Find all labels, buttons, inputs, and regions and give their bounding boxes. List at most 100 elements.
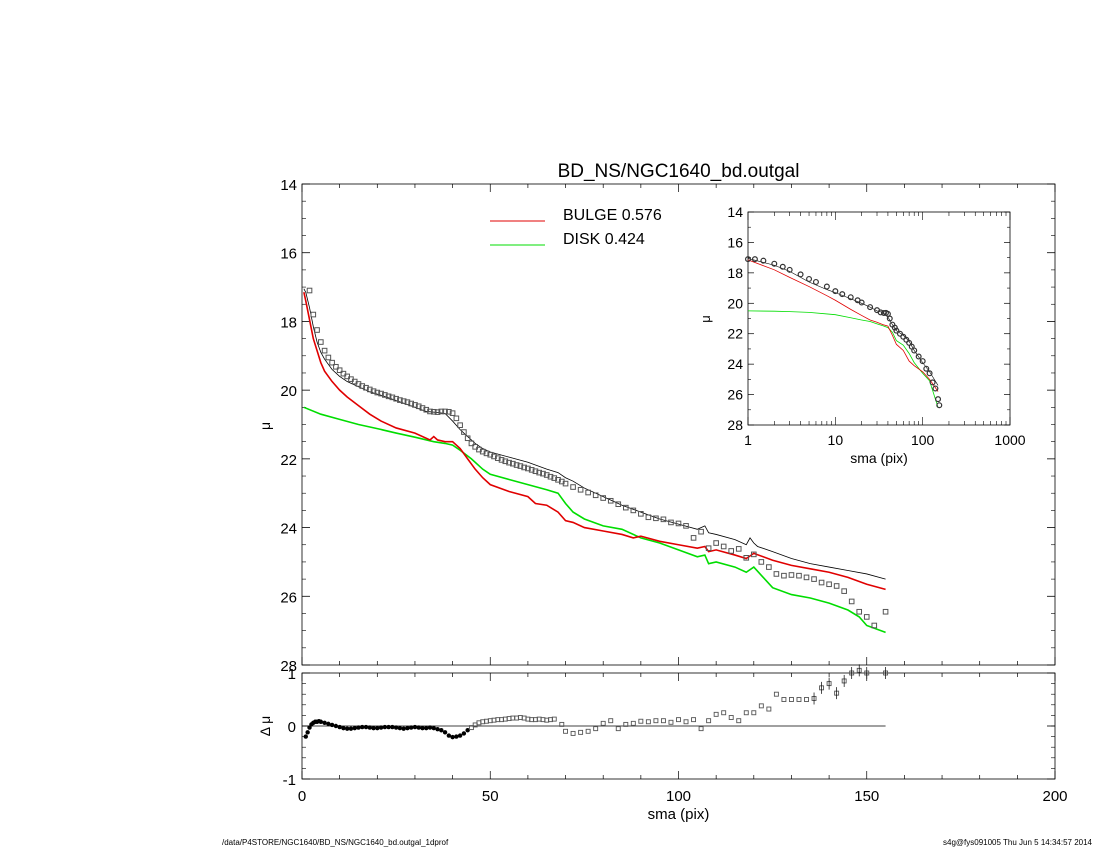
data-point-marker	[585, 489, 591, 496]
inset-data-marker	[779, 263, 786, 270]
main-y-axis-label: μ	[257, 422, 273, 430]
residual-point-marker	[653, 718, 659, 724]
x-axis-label: sma (pix)	[648, 806, 710, 823]
residual-point-marker	[427, 725, 433, 730]
data-point-marker	[333, 363, 339, 370]
data-point-marker	[592, 492, 599, 499]
data-point-marker	[645, 514, 652, 521]
data-point-marker	[638, 511, 644, 517]
residual-point-marker	[623, 721, 629, 727]
data-point-marker	[479, 448, 486, 455]
data-point-marker	[370, 388, 377, 394]
main-panel: BD_NS/NGC1640_bd.outgal μ 14 16 18 20 22 24 26 28…	[257, 161, 1056, 675]
data-point-marker	[848, 598, 855, 605]
residual-point-marker	[439, 728, 444, 733]
residual-point-marker	[360, 724, 365, 730]
data-point-marker	[506, 459, 512, 466]
inset-x-tick-label: 10	[828, 432, 844, 448]
residual-point-marker	[804, 697, 809, 702]
residual-point-marker	[660, 718, 666, 724]
data-point-marker	[382, 392, 388, 398]
residual-point-marker	[371, 725, 376, 731]
residual-point-marker	[303, 734, 308, 739]
residual-point-marker	[676, 717, 681, 723]
residual-point-marker	[457, 733, 463, 738]
residual-point-marker	[585, 728, 591, 734]
residual-point-marker	[465, 728, 470, 733]
residual-point-marker	[416, 725, 421, 730]
residual-point-marker	[789, 697, 794, 702]
inset-y-tick-label: 14	[727, 204, 743, 220]
main-y-tick-label: 24	[280, 521, 297, 538]
bulge-profile-line	[303, 292, 886, 591]
inset-data-marker	[891, 324, 898, 331]
residual-point-marker	[721, 710, 727, 716]
data-point-marker	[630, 507, 637, 514]
residual-point-marker	[630, 720, 636, 726]
data-point-marker	[818, 579, 825, 586]
residual-point-marker	[329, 722, 335, 728]
residual-point-marker	[743, 710, 749, 716]
data-point-marker	[841, 588, 847, 594]
data-point-marker	[446, 408, 452, 415]
residual-point-marker	[307, 725, 312, 730]
inset-data-marker	[886, 315, 893, 322]
x-tick-label: 150	[854, 788, 879, 805]
inset-data-marker	[893, 327, 900, 334]
inset-data-marker	[751, 256, 758, 263]
residual-point-marker	[442, 730, 448, 735]
inset-y-tick-label: 16	[727, 234, 743, 250]
main-y-tick-label: 14	[280, 177, 297, 194]
residual-point-marker	[454, 734, 459, 739]
data-point-marker	[408, 400, 414, 407]
residual-point-marker	[412, 724, 418, 730]
data-point-marker	[419, 405, 426, 411]
residual-point-marker	[382, 724, 388, 730]
residual-point-marker	[397, 725, 403, 731]
residual-point-marker	[424, 725, 429, 731]
residual-point-marker	[305, 730, 310, 735]
residual-point-marker	[352, 725, 357, 731]
residual-point-marker	[386, 724, 391, 730]
data-point-marker	[562, 480, 569, 487]
model-profile-line	[303, 288, 886, 580]
data-point-marker	[551, 475, 558, 481]
x-tick-label: 200	[1042, 788, 1067, 805]
residual-point-marker	[728, 715, 734, 720]
data-point-marker	[306, 287, 313, 294]
residual-point-marker	[758, 703, 764, 709]
residual-point-marker	[559, 721, 565, 727]
data-point-marker	[570, 484, 576, 490]
data-point-marker	[400, 398, 407, 404]
data-point-marker	[536, 469, 542, 476]
x-tick-label: 0	[298, 788, 306, 805]
data-point-marker	[427, 408, 433, 415]
data-point-marker	[728, 548, 735, 554]
residual-point-marker	[405, 725, 410, 731]
data-point-marker	[325, 354, 332, 361]
data-point-marker	[314, 327, 320, 333]
inset-data-marker	[760, 257, 767, 264]
residual-point-marker	[450, 734, 455, 740]
data-point-marker	[434, 409, 441, 415]
residual-point-marker	[431, 725, 436, 731]
residual-point-marker	[318, 719, 324, 724]
data-point-marker	[442, 408, 448, 415]
data-point-marker	[513, 462, 520, 468]
main-y-tick-label: 16	[280, 246, 297, 263]
data-point-marker	[404, 399, 411, 405]
data-point-marker	[668, 519, 674, 526]
data-point-marker	[713, 540, 719, 546]
residual-y-tick-label: -1	[283, 772, 296, 789]
inset-y-tick-label: 20	[727, 295, 743, 311]
residual-point-marker	[691, 717, 697, 723]
residual-point-marker	[645, 719, 651, 725]
data-point-marker	[521, 464, 527, 471]
residual-point-marker	[326, 721, 331, 727]
inset-data-marker	[929, 379, 936, 386]
residual-point-marker	[375, 725, 380, 731]
residual-point-marker	[593, 726, 599, 732]
inset-panel: 14 16 18 20 22 24 26 281 10 100 1000 sma (pix) μ	[698, 204, 1026, 466]
